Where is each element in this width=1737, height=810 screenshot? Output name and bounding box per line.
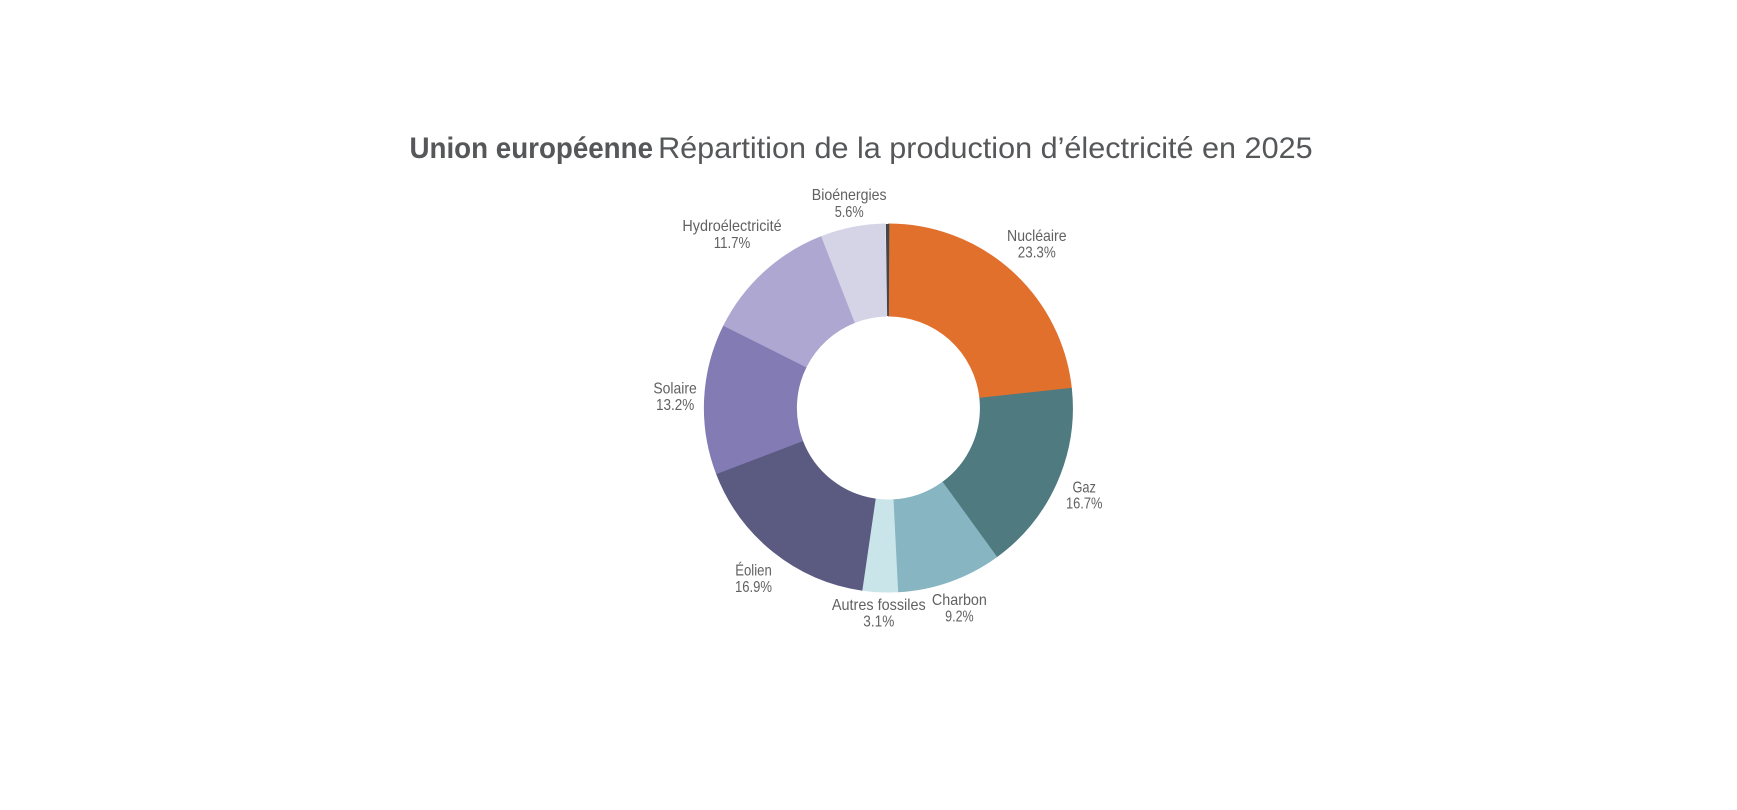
svg-text:Bioénergies: Bioénergies <box>812 187 887 204</box>
svg-text:Éolien: Éolien <box>735 560 772 579</box>
svg-text:Charbon: Charbon <box>932 592 987 609</box>
svg-text:13.2%: 13.2% <box>656 397 694 414</box>
svg-text:5.6%: 5.6% <box>835 204 864 221</box>
svg-text:3.1%: 3.1% <box>863 613 894 630</box>
svg-text:Union européenne: Union européenne <box>410 132 654 165</box>
svg-text:9.2%: 9.2% <box>945 609 974 626</box>
svg-text:Gaz: Gaz <box>1072 479 1096 496</box>
svg-text:Autres fossiles: Autres fossiles <box>832 597 926 614</box>
svg-text:Hydroélectricité: Hydroélectricité <box>682 218 781 235</box>
svg-text:Nucléaire: Nucléaire <box>1007 228 1067 245</box>
svg-text:16.9%: 16.9% <box>735 579 772 596</box>
svg-text:16.7%: 16.7% <box>1066 496 1103 513</box>
svg-text:11.7%: 11.7% <box>714 235 751 252</box>
svg-text:Répartition de la production d: Répartition de la production d’électrici… <box>658 132 1313 165</box>
svg-text:Solaire: Solaire <box>653 381 697 398</box>
svg-text:23.3%: 23.3% <box>1018 244 1056 261</box>
